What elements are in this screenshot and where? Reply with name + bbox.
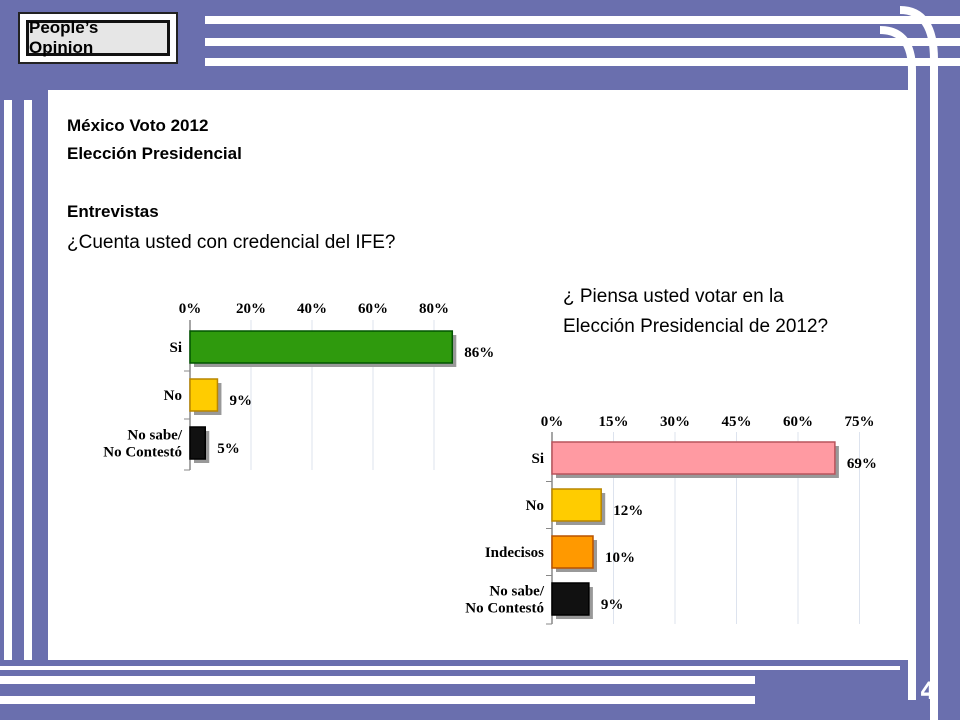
tick-label: 20% <box>236 301 266 317</box>
chart-ife-credential: 0% 20% 40% 60% 80% Si 86% No 9% No sabe/No Contes… <box>103 301 494 471</box>
tick-label: 0% <box>541 414 564 430</box>
question-2-line-2: Elección Presidencial de 2012? <box>563 316 829 337</box>
chart-vote-intention: 0% 15% 30% 45% 60% 75% Si 69% No 12% Indecisos 10% N… <box>465 414 877 625</box>
question-2-line-1: ¿ Piensa usted votar en la <box>563 286 784 307</box>
tick-label: 60% <box>783 414 813 430</box>
bar <box>189 378 219 412</box>
title-line-2: Elección Presidencial <box>67 144 242 163</box>
data-label: 86% <box>464 345 494 361</box>
category-label: Si <box>531 451 544 467</box>
category-label: Si <box>169 340 182 356</box>
logo: People’s Opinion <box>18 12 178 64</box>
data-label: 10% <box>605 550 635 566</box>
question-2: ¿ Piensa usted votar en la Elección Pres… <box>563 282 828 342</box>
category-label: No sabe/ <box>127 428 182 444</box>
bar <box>551 582 590 616</box>
data-label: 5% <box>217 441 240 457</box>
question-1: ¿Cuenta usted con credencial del IFE? <box>67 232 396 253</box>
tick-label: 45% <box>722 414 752 430</box>
data-label: 12% <box>613 503 643 519</box>
bar <box>189 330 454 364</box>
logo-text: People’s Opinion <box>26 18 170 57</box>
section-heading: Entrevistas <box>67 202 159 221</box>
data-label: 69% <box>847 456 877 472</box>
category-label: No <box>164 388 182 404</box>
category-label: Indecisos <box>485 545 544 561</box>
tick-label: 60% <box>358 301 388 317</box>
tick-label: 0% <box>179 301 202 317</box>
category-label: No <box>526 498 544 514</box>
title-line-1: México Voto 2012 <box>67 116 209 135</box>
bar <box>551 535 594 569</box>
data-label: 9% <box>601 597 624 613</box>
tick-label: 15% <box>599 414 629 430</box>
bar <box>189 426 206 460</box>
page-number: 4 <box>920 677 937 705</box>
bar <box>551 488 602 522</box>
tick-label: 40% <box>297 301 327 317</box>
data-label: 9% <box>229 393 252 409</box>
bar <box>551 441 836 475</box>
tick-label: 80% <box>419 301 449 317</box>
tick-label: 30% <box>660 414 690 430</box>
content-panel <box>48 90 908 660</box>
category-label: No Contestó <box>103 445 182 461</box>
tick-label: 75% <box>845 414 875 430</box>
category-label: No sabe/ <box>489 584 544 600</box>
category-label: No Contestó <box>465 601 544 617</box>
